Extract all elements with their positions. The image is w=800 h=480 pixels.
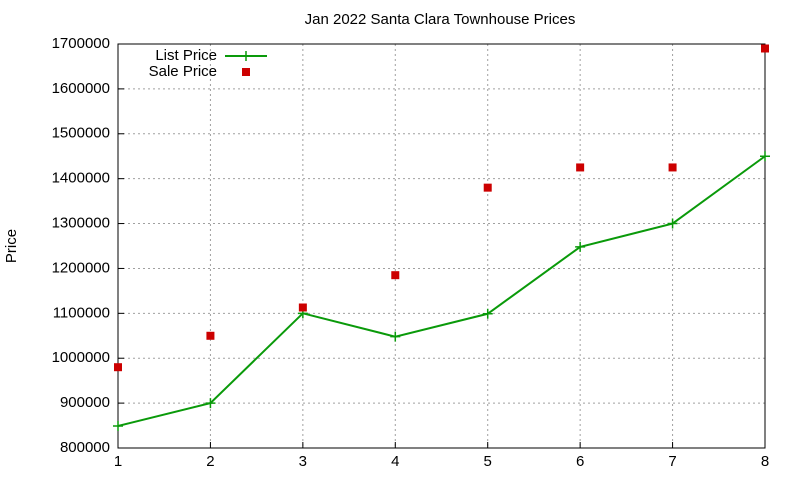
y-tick-label: 900000 — [60, 394, 110, 411]
data-point — [667, 218, 678, 229]
legend-marker — [242, 68, 250, 76]
x-tick-label: 8 — [761, 453, 769, 470]
data-point — [575, 241, 586, 252]
data-point — [205, 398, 216, 409]
x-tick-label: 4 — [391, 453, 399, 470]
data-point — [483, 183, 492, 192]
y-tick-label: 1000000 — [52, 349, 110, 366]
x-tick-label: 1 — [114, 453, 122, 470]
x-tick-label: 6 — [576, 453, 584, 470]
data-point — [391, 271, 400, 280]
data-point — [761, 44, 769, 53]
data-point — [760, 151, 770, 162]
data-point — [206, 331, 215, 340]
plot-frame — [117, 43, 766, 449]
y-tick-label: 1600000 — [52, 80, 110, 97]
legend-label: Sale Price — [149, 63, 217, 80]
y-axis-label: Price — [3, 229, 20, 263]
legend-label: List Price — [155, 47, 217, 64]
y-tick-label: 800000 — [60, 439, 110, 456]
y-tick-label: 1700000 — [52, 35, 110, 52]
x-tick-label: 7 — [668, 453, 676, 470]
data-point — [668, 163, 677, 172]
x-tick-label: 2 — [206, 453, 214, 470]
data-point — [113, 421, 123, 432]
y-tick-label: 1400000 — [52, 170, 110, 187]
data-point — [482, 308, 493, 319]
data-point — [390, 331, 401, 342]
y-tick-label: 1500000 — [52, 125, 110, 142]
y-tick-label: 1300000 — [52, 215, 110, 232]
data-point — [298, 303, 307, 312]
y-tick-label: 1100000 — [53, 304, 110, 321]
chart-title: Jan 2022 Santa Clara Townhouse Prices — [305, 11, 576, 28]
legend-marker — [241, 51, 251, 61]
x-tick-label: 3 — [299, 453, 307, 470]
x-tick-label: 5 — [484, 453, 492, 470]
y-tick-label: 1200000 — [52, 259, 110, 276]
data-point — [114, 363, 122, 372]
data-point — [576, 163, 585, 172]
data-line — [117, 155, 766, 427]
